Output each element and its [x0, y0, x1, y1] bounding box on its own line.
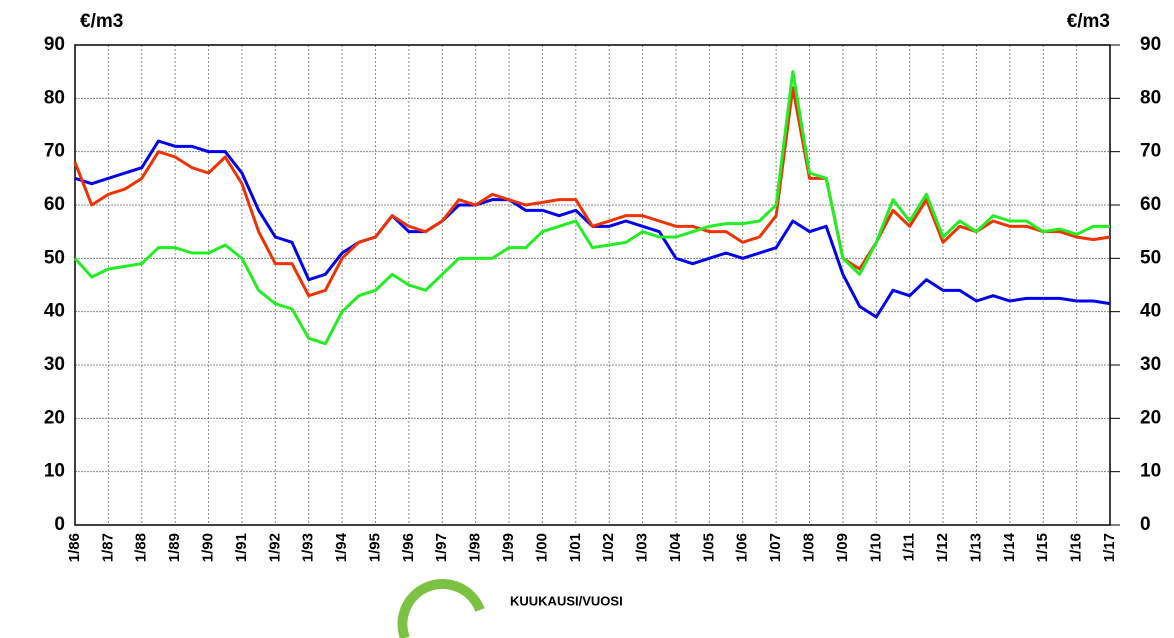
x-tick-label: 1/96	[400, 533, 417, 562]
y2-tick-label: 50	[1140, 247, 1161, 268]
y-tick-label: 0	[54, 514, 65, 535]
x-tick-label: 1/10	[867, 533, 884, 562]
x-tick-label: 1/00	[533, 533, 550, 562]
x-tick-label: 1/02	[600, 533, 617, 562]
series-line	[73, 70, 1110, 346]
x-tick-label: 1/90	[200, 533, 217, 562]
x-tick-label: 1/04	[667, 532, 684, 562]
y-tick-label: 10	[44, 461, 65, 482]
x-tick-label: 1/03	[634, 533, 651, 562]
x-tick-label: 1/08	[800, 533, 817, 562]
x-tick-label: 1/01	[567, 533, 584, 562]
x-tick-label: 1/91	[233, 533, 250, 562]
x-tick-label: 1/95	[366, 533, 383, 562]
x-tick-label: 1/05	[700, 533, 717, 562]
x-tick-label: 1/93	[300, 533, 317, 562]
y2-tick-label: 10	[1140, 461, 1161, 482]
y2-tick-label: 40	[1140, 301, 1161, 322]
x-tick-label: 1/94	[333, 532, 350, 562]
x-tick-label: 1/15	[1034, 533, 1051, 562]
x-tick-label: 1/12	[934, 533, 951, 562]
y-tick-label: 70	[44, 141, 65, 162]
x-tick-label: 1/09	[834, 533, 851, 562]
y-axis-label: €/m3	[80, 11, 123, 32]
x-tick-label: 1/97	[433, 533, 450, 562]
y2-tick-label: 20	[1140, 407, 1161, 428]
x-tick-label: 1/17	[1101, 533, 1118, 562]
y-tick-label: 60	[44, 194, 65, 215]
x-axis-label: KUUKAUSI/VUOSI	[510, 593, 623, 608]
y2-axis-label: €/m3	[1067, 11, 1110, 32]
x-tick-label: 1/99	[500, 533, 517, 562]
x-tick-label: 1/92	[266, 533, 283, 562]
y-tick-label: 90	[44, 34, 65, 55]
y-tick-label: 80	[44, 87, 65, 108]
plot-frame	[74, 44, 1111, 526]
x-tick-label: 1/13	[967, 533, 984, 562]
x-tick-label: 1/87	[99, 533, 116, 562]
y-tick-label: 30	[44, 354, 65, 375]
y2-tick-label: 0	[1140, 514, 1151, 535]
y-tick-label: 50	[44, 247, 65, 268]
y-tick-label: 20	[44, 407, 65, 428]
x-tick-label: 1/14	[1001, 532, 1018, 562]
x-tick-label: 1/98	[467, 533, 484, 562]
y2-tick-label: 30	[1140, 354, 1161, 375]
y2-tick-label: 70	[1140, 141, 1161, 162]
series-line	[73, 86, 1111, 298]
y2-tick-label: 90	[1140, 34, 1161, 55]
x-tick-label: 1/88	[133, 533, 150, 562]
logo	[397, 578, 485, 638]
y2-tick-label: 80	[1140, 87, 1161, 108]
x-tick-label: 1/11	[901, 533, 918, 561]
x-tick-label: 1/06	[734, 533, 751, 562]
x-tick-label: 1/07	[767, 533, 784, 562]
x-tick-label: 1/86	[66, 533, 83, 562]
y2-tick-label: 60	[1140, 194, 1161, 215]
y-tick-label: 40	[44, 301, 65, 322]
x-tick-label: 1/16	[1068, 533, 1085, 562]
x-tick-label: 1/89	[166, 533, 183, 562]
